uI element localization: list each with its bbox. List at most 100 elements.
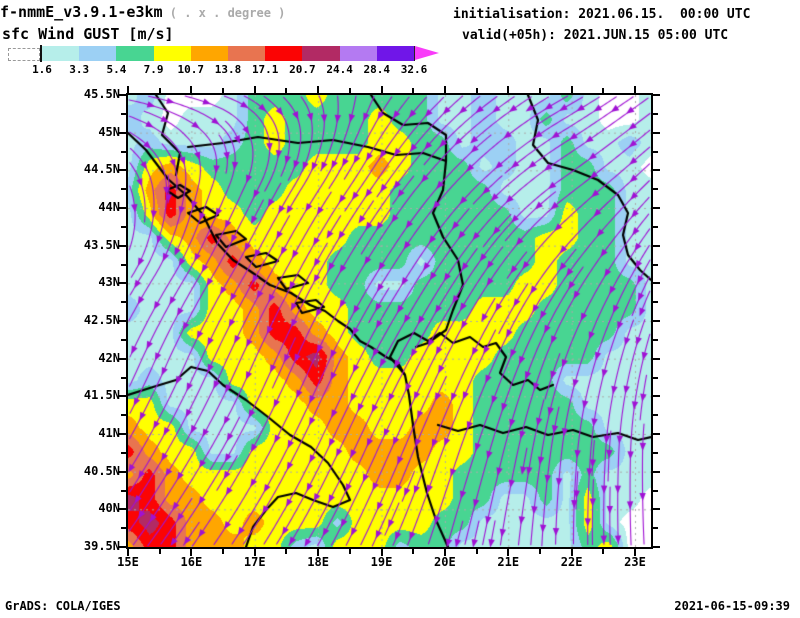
y-axis-minor-tick [653, 263, 658, 266]
x-axis-label: 15E [117, 555, 139, 569]
x-axis-label: 19E [370, 555, 393, 569]
x-axis-tick [570, 549, 573, 556]
colorbar-tick-label: 7.9 [143, 63, 164, 76]
y-axis-tick [653, 131, 660, 134]
y-axis-minor-tick [653, 301, 658, 304]
x-axis-label: 22E [560, 555, 583, 569]
x-axis-tick [190, 86, 193, 93]
x-axis-label: 17E [243, 555, 266, 569]
colorbar-overflow-arrow [415, 46, 439, 60]
y-axis-tick [653, 470, 660, 473]
valid-time: valid(+05h): 2021.JUN.15 05:00 UTC [462, 28, 729, 43]
x-axis-tick [443, 86, 446, 93]
y-axis-tick [119, 207, 126, 209]
x-axis-tick [380, 549, 383, 556]
y-axis-minor-tick [653, 451, 658, 454]
y-axis-label: 43.5N [83, 237, 120, 252]
y-axis-label: 45N [98, 124, 120, 139]
colorbar-segment [376, 46, 415, 61]
y-axis-tick [653, 207, 660, 209]
y-axis-minor-tick [653, 112, 658, 115]
x-axis-tick [127, 549, 129, 556]
x-axis-tick [317, 86, 320, 93]
x-axis-label: 16E [180, 555, 203, 569]
grid-resolution-note: ( . x . degree ) [162, 6, 286, 20]
y-axis-tick [653, 546, 660, 548]
y-axis-minor-tick [653, 150, 658, 153]
y-axis-label: 45.5N [83, 87, 120, 101]
colorbar-tick-label: 13.8 [214, 63, 242, 76]
x-axis-label: 21E [497, 555, 520, 569]
x-axis-tick [380, 86, 383, 93]
initialisation-time: initialisation: 2021.06.15. 00:00 UTC [453, 7, 751, 22]
y-axis-tick [119, 357, 126, 360]
y-axis-tick [653, 357, 660, 360]
y-axis-label: 39.5N [83, 539, 120, 553]
x-axis-minor-tick [538, 549, 541, 554]
x-axis-tick [443, 549, 446, 556]
y-axis-minor-tick [653, 527, 658, 530]
x-axis-minor-tick [158, 549, 161, 554]
colorbar-segment [265, 46, 304, 61]
y-axis-tick [653, 282, 660, 285]
x-axis-tick [634, 549, 636, 556]
x-axis-minor-tick [412, 549, 415, 554]
y-axis-tick [119, 169, 126, 172]
x-axis-minor-tick [222, 549, 225, 554]
y-axis-tick [119, 433, 126, 435]
y-axis-minor-tick [653, 188, 658, 191]
y-axis-label: 44N [98, 200, 120, 214]
y-axis-tick [653, 244, 660, 247]
x-axis-label: 23E [624, 555, 646, 569]
x-axis-tick [507, 549, 510, 556]
y-axis-minor-tick [653, 338, 658, 341]
x-axis-label: 20E [434, 555, 456, 569]
x-axis-tick [253, 86, 256, 93]
y-axis-tick [119, 94, 126, 96]
y-axis-tick [653, 508, 660, 511]
y-axis-label: 42.5N [83, 313, 120, 327]
colorbar-segment [79, 46, 118, 61]
colorbar-segment [302, 46, 341, 61]
creation-timestamp: 2021-06-15-09:39 [674, 599, 790, 613]
colorbar-segment [190, 46, 229, 61]
y-axis-label: 42N [98, 350, 120, 365]
y-axis-minor-tick [653, 414, 658, 417]
colorbar-legend: 1.6 3.3 5.4 7.9 10.7 13.8 17.1 20.7 24.4 28.4 32.6 [0, 44, 460, 78]
y-axis-minor-tick [653, 376, 658, 379]
colorbar-tick-label: 1.6 [32, 63, 52, 76]
y-axis-label: 40N [98, 501, 120, 516]
colorbar-tick-label: 24.4 [326, 63, 353, 76]
y-axis-tick [119, 244, 126, 247]
y-axis-tick [653, 169, 660, 172]
y-axis-tick [653, 320, 660, 322]
x-axis-minor-tick [602, 549, 605, 554]
x-axis-tick [317, 549, 320, 556]
x-axis-minor-tick [348, 549, 351, 554]
x-axis-minor-tick [475, 549, 478, 554]
colorbar-tick-label: 5.4 [106, 63, 127, 76]
y-axis-label: 40.5N [83, 463, 120, 478]
y-axis-label: 43N [98, 275, 120, 290]
x-axis-minor-tick [285, 549, 288, 554]
map-panel [126, 93, 653, 549]
field-title: sfc Wind GUST [m/s] [2, 25, 174, 43]
colorbar-tick-label: 17.1 [251, 63, 279, 76]
colorbar-segment [339, 46, 378, 61]
y-axis-minor-tick [653, 489, 658, 492]
x-axis-tick [127, 86, 129, 93]
x-axis-label: 18E [307, 555, 329, 569]
y-axis-tick [119, 282, 126, 285]
y-axis-tick [653, 433, 660, 435]
y-axis-tick [119, 131, 126, 134]
colorbar-tick-label: 20.7 [289, 63, 316, 76]
y-axis-tick [653, 94, 660, 96]
y-axis-label: 44.5N [83, 162, 120, 177]
colorbar-tick-label: 28.4 [363, 63, 391, 76]
y-axis-minor-tick [653, 225, 658, 228]
colorbar-tick-label: 32.6 [400, 63, 428, 76]
colorbar-segment [42, 46, 81, 61]
y-axis-tick [653, 395, 660, 398]
x-axis-tick [507, 86, 510, 93]
